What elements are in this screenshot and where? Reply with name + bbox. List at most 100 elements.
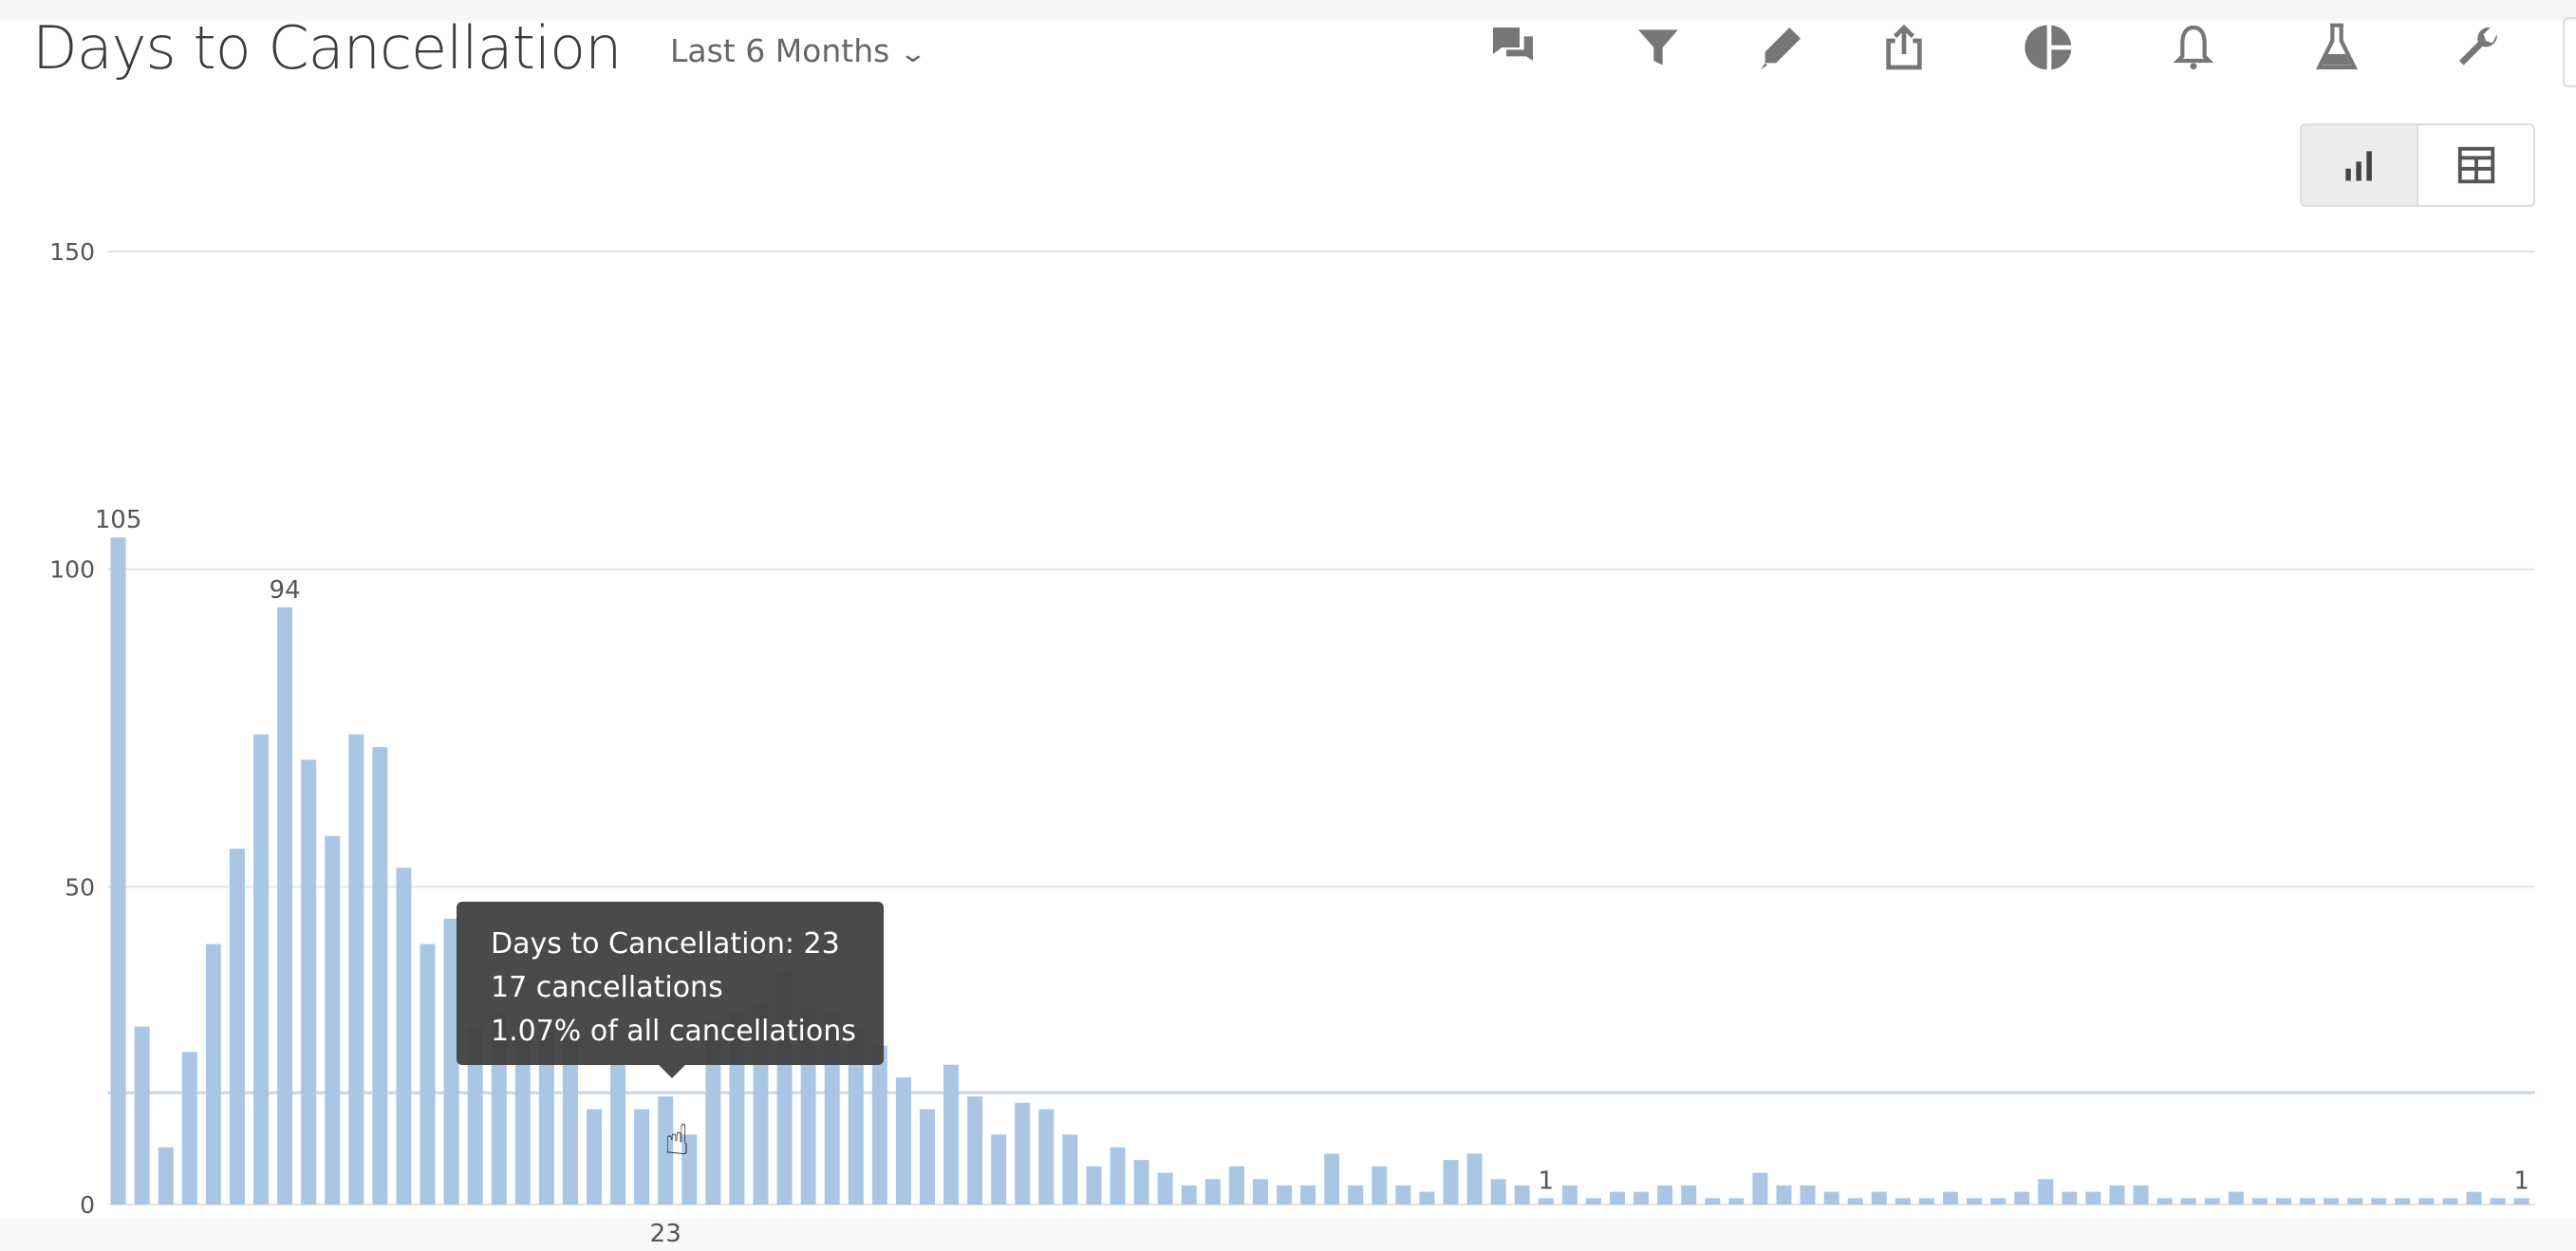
bar[interactable] [871, 1045, 887, 1204]
bar[interactable] [2490, 1198, 2506, 1204]
bar[interactable] [1847, 1198, 1863, 1204]
bar[interactable] [2513, 1198, 2529, 1204]
bar[interactable] [467, 1026, 483, 1204]
bar[interactable] [2371, 1198, 2387, 1204]
bar[interactable] [2014, 1191, 2030, 1204]
bar[interactable] [1705, 1198, 1721, 1204]
pie-chart-icon[interactable] [2023, 21, 2076, 74]
bar[interactable] [348, 734, 364, 1204]
bar[interactable] [2442, 1198, 2458, 1204]
bar[interactable] [967, 1096, 983, 1204]
bar[interactable] [325, 835, 341, 1204]
bar[interactable] [1538, 1198, 1554, 1204]
bar[interactable] [443, 918, 459, 1204]
bar[interactable] [2300, 1198, 2316, 1204]
bar[interactable] [396, 868, 412, 1204]
bar[interactable] [2133, 1185, 2149, 1204]
bar[interactable] [1633, 1191, 1650, 1204]
bar[interactable] [205, 943, 221, 1204]
bar[interactable] [895, 1077, 911, 1204]
bar[interactable] [1181, 1185, 1197, 1204]
bar[interactable] [134, 1026, 150, 1204]
bar[interactable] [2324, 1198, 2340, 1204]
bar[interactable] [1348, 1185, 1364, 1204]
bar[interactable] [514, 1033, 531, 1204]
bar[interactable] [1800, 1185, 1816, 1204]
bar[interactable] [1990, 1198, 2007, 1204]
bar[interactable] [2204, 1198, 2220, 1204]
bar[interactable] [1277, 1185, 1293, 1204]
bar[interactable] [1324, 1153, 1340, 1204]
bar[interactable] [420, 943, 436, 1204]
bar[interactable] [634, 1109, 650, 1204]
bar[interactable] [158, 1147, 174, 1204]
bar[interactable] [848, 1026, 864, 1204]
bar[interactable] [2038, 1179, 2054, 1204]
bar[interactable] [229, 849, 245, 1204]
bar-chart-view-button[interactable] [2302, 125, 2418, 205]
bar[interactable] [1466, 1153, 1483, 1204]
bar[interactable] [1300, 1185, 1316, 1204]
bar[interactable] [2085, 1191, 2101, 1204]
bar[interactable] [658, 1096, 674, 1204]
bar[interactable] [2347, 1198, 2363, 1204]
bar[interactable] [1585, 1198, 1601, 1204]
bar[interactable] [2275, 1198, 2291, 1204]
bar[interactable] [1395, 1185, 1411, 1204]
bar[interactable] [1204, 1179, 1221, 1204]
bar[interactable] [1372, 1166, 1388, 1204]
pencil-icon[interactable] [1754, 21, 1807, 74]
bar[interactable] [277, 607, 293, 1204]
bar[interactable] [1942, 1191, 1958, 1204]
bell-icon[interactable] [2167, 21, 2220, 74]
bar[interactable] [1776, 1185, 1792, 1204]
bar[interactable] [253, 734, 270, 1204]
bar[interactable] [1157, 1172, 1173, 1204]
bar[interactable] [1062, 1134, 1078, 1204]
bar[interactable] [562, 1038, 578, 1204]
bar[interactable] [181, 1052, 197, 1204]
bar[interactable] [705, 1019, 721, 1204]
bar[interactable] [1728, 1198, 1745, 1204]
bar[interactable] [587, 1109, 602, 1204]
bar[interactable] [1561, 1185, 1577, 1204]
bar[interactable] [1514, 1185, 1530, 1204]
bar[interactable] [1895, 1198, 1911, 1204]
flask-icon[interactable] [2310, 21, 2363, 74]
bar[interactable] [1918, 1198, 1934, 1204]
bar[interactable] [1228, 1166, 1244, 1204]
bar[interactable] [919, 1109, 935, 1204]
bar[interactable] [1086, 1166, 1102, 1204]
bar[interactable] [1967, 1198, 1983, 1204]
bar[interactable] [1038, 1109, 1055, 1204]
filter-icon[interactable] [1632, 21, 1685, 74]
bar[interactable] [1015, 1102, 1031, 1204]
bar[interactable] [110, 537, 126, 1204]
bar[interactable] [1681, 1185, 1697, 1204]
bar[interactable] [1133, 1160, 1149, 1204]
wrench-icon[interactable] [2453, 21, 2506, 74]
bar[interactable] [1610, 1191, 1626, 1204]
bar[interactable] [2466, 1191, 2482, 1204]
bar[interactable] [943, 1064, 960, 1204]
table-view-button[interactable] [2418, 125, 2533, 205]
bar[interactable] [991, 1134, 1007, 1204]
overflow-button-edge[interactable] [2563, 17, 2576, 87]
bar[interactable] [2062, 1191, 2078, 1204]
bar[interactable] [1823, 1191, 1839, 1204]
date-range-dropdown[interactable]: Last 6 Months ⌄ [670, 32, 928, 69]
bar[interactable] [2180, 1198, 2196, 1204]
bar[interactable] [301, 759, 317, 1204]
bar[interactable] [2395, 1198, 2411, 1204]
bar[interactable] [1252, 1179, 1268, 1204]
bar[interactable] [1443, 1160, 1459, 1204]
comments-icon[interactable] [1486, 21, 1540, 74]
share-icon[interactable] [1877, 21, 1931, 74]
bar[interactable] [2156, 1198, 2173, 1204]
bar[interactable] [681, 1134, 698, 1204]
bar[interactable] [1419, 1191, 1435, 1204]
bar[interactable] [1657, 1185, 1673, 1204]
bar[interactable] [538, 1019, 554, 1204]
bar[interactable] [2251, 1198, 2268, 1204]
bar[interactable] [2228, 1191, 2244, 1204]
